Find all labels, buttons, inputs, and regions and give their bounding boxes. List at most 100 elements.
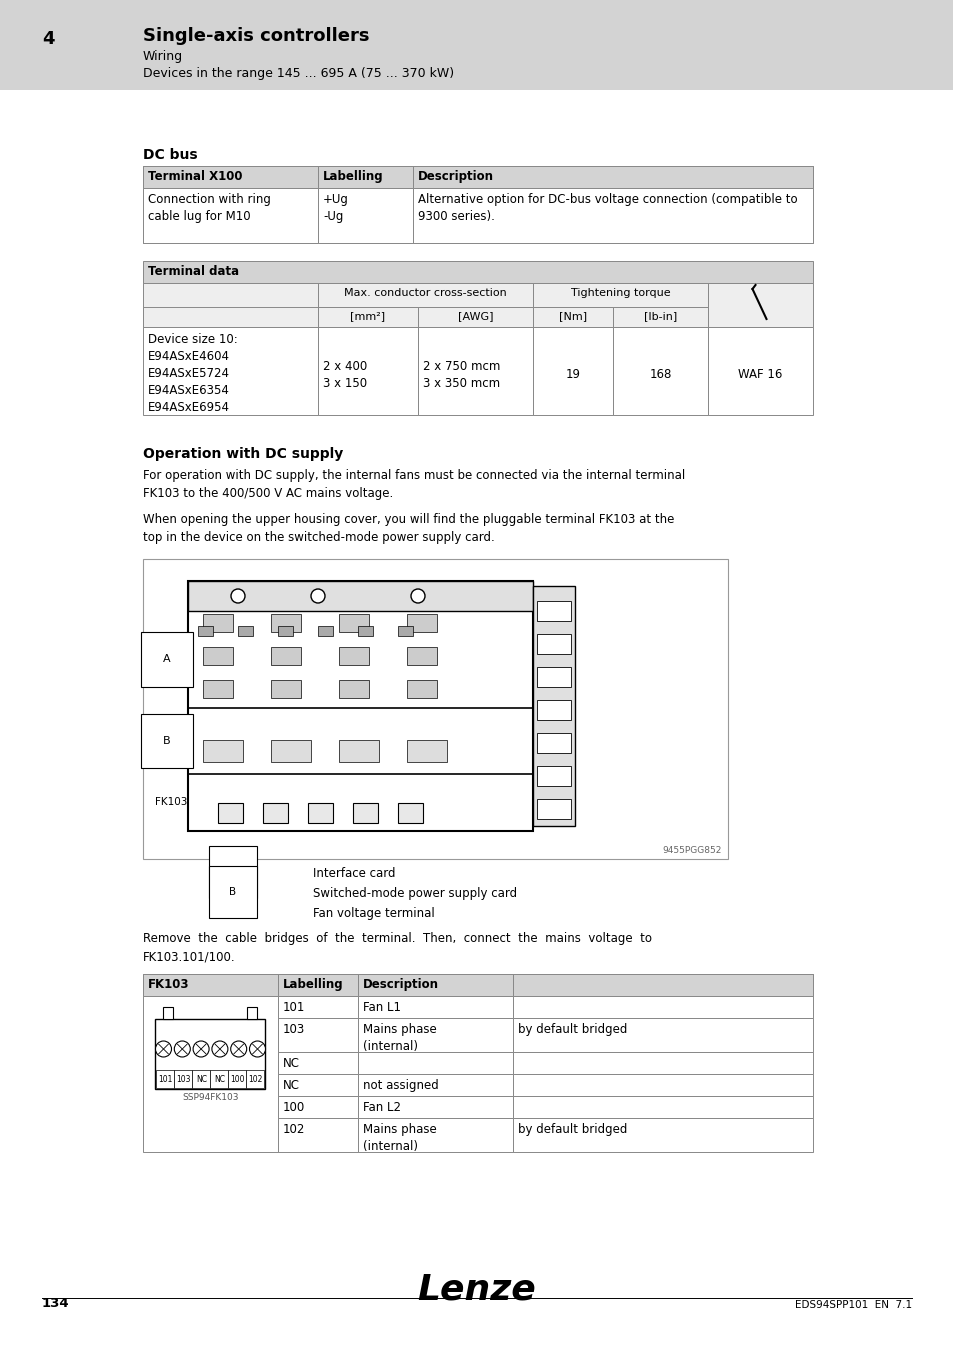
Text: Terminal X100: Terminal X100 xyxy=(148,170,242,184)
Bar xyxy=(613,306,707,327)
Bar xyxy=(357,626,373,636)
Bar xyxy=(277,1096,357,1118)
Text: B: B xyxy=(163,736,171,745)
Text: 103: 103 xyxy=(283,1023,305,1035)
Bar xyxy=(417,306,533,327)
Bar xyxy=(277,996,357,1018)
Text: Description: Description xyxy=(363,977,438,991)
Text: 19: 19 xyxy=(565,369,579,382)
Bar xyxy=(246,1071,264,1088)
Text: Alternative option for DC-bus voltage connection (compatible to
9300 series).: Alternative option for DC-bus voltage co… xyxy=(417,193,797,223)
Bar xyxy=(533,327,613,414)
Text: 102: 102 xyxy=(283,1123,305,1135)
Bar xyxy=(143,261,812,284)
Text: Mains phase
(internal): Mains phase (internal) xyxy=(363,1123,436,1153)
Bar xyxy=(277,1075,357,1096)
Text: Device size 10:
E94ASxE4604
E94ASxE5724
E94ASxE6354
E94ASxE6954: Device size 10: E94ASxE4604 E94ASxE5724 … xyxy=(148,333,237,414)
Bar xyxy=(188,580,533,612)
Bar xyxy=(143,284,317,327)
Bar xyxy=(513,973,812,996)
Text: 2 x 750 mcm
3 x 350 mcm: 2 x 750 mcm 3 x 350 mcm xyxy=(422,360,500,390)
Text: FK103: FK103 xyxy=(148,977,190,991)
Bar xyxy=(357,1052,513,1075)
Bar xyxy=(237,626,253,636)
Circle shape xyxy=(411,589,424,603)
Bar xyxy=(533,586,575,826)
Circle shape xyxy=(174,1041,190,1057)
Circle shape xyxy=(231,589,245,603)
Bar xyxy=(537,733,571,753)
Bar xyxy=(198,626,213,636)
Bar xyxy=(193,1071,211,1088)
Bar xyxy=(156,1071,174,1088)
Bar xyxy=(537,701,571,720)
Text: by default bridged: by default bridged xyxy=(517,1123,627,1135)
Bar xyxy=(407,740,447,761)
Text: NC: NC xyxy=(195,1075,207,1084)
Bar xyxy=(537,765,571,786)
Text: 103: 103 xyxy=(176,1075,191,1084)
Bar xyxy=(537,667,571,687)
Text: FK103: FK103 xyxy=(154,798,187,807)
Bar xyxy=(407,614,436,632)
Bar xyxy=(229,1071,246,1088)
Bar xyxy=(188,580,533,832)
Text: Description: Description xyxy=(417,170,494,184)
Bar xyxy=(407,680,436,698)
Bar xyxy=(277,626,293,636)
Text: Connection with ring
cable lug for M10: Connection with ring cable lug for M10 xyxy=(148,193,271,223)
Text: 9455PGG852: 9455PGG852 xyxy=(662,846,721,855)
Circle shape xyxy=(155,1041,172,1057)
Text: Labelling: Labelling xyxy=(323,170,383,184)
Bar xyxy=(417,327,533,414)
Bar xyxy=(203,647,233,664)
Bar xyxy=(357,973,513,996)
Bar xyxy=(174,1071,193,1088)
Text: NC: NC xyxy=(283,1057,299,1071)
Bar xyxy=(707,284,812,327)
Bar xyxy=(143,166,317,188)
Bar xyxy=(317,306,417,327)
Bar xyxy=(143,996,277,1152)
Text: 4: 4 xyxy=(42,30,54,49)
Text: Single-axis controllers: Single-axis controllers xyxy=(143,27,369,45)
Bar xyxy=(317,327,417,414)
Text: 101: 101 xyxy=(283,1000,305,1014)
Text: Wiring: Wiring xyxy=(143,50,183,63)
Bar xyxy=(317,166,413,188)
Bar xyxy=(357,1018,513,1052)
Bar xyxy=(513,1118,812,1152)
Bar xyxy=(357,996,513,1018)
Circle shape xyxy=(193,1041,209,1057)
Bar xyxy=(413,188,812,243)
Bar xyxy=(211,1071,229,1088)
Bar xyxy=(271,647,301,664)
Text: Fan L2: Fan L2 xyxy=(363,1102,400,1114)
Bar xyxy=(143,306,317,327)
Bar xyxy=(203,740,243,761)
Bar xyxy=(537,601,571,621)
Text: A: A xyxy=(163,655,171,664)
Text: Max. conductor cross-section: Max. conductor cross-section xyxy=(344,288,506,298)
Text: Operation with DC supply: Operation with DC supply xyxy=(143,447,343,460)
Text: 100: 100 xyxy=(283,1102,305,1114)
Text: EDS94SPP101  EN  7.1: EDS94SPP101 EN 7.1 xyxy=(794,1300,911,1310)
Bar xyxy=(143,188,812,243)
Text: not assigned: not assigned xyxy=(363,1079,438,1092)
Bar xyxy=(613,327,707,414)
Text: NC: NC xyxy=(283,1079,299,1092)
Bar xyxy=(407,647,436,664)
Text: 168: 168 xyxy=(649,369,671,382)
Bar xyxy=(155,1019,265,1089)
Text: [AWG]: [AWG] xyxy=(457,310,493,321)
Text: +Ug
-Ug: +Ug -Ug xyxy=(323,193,349,223)
Circle shape xyxy=(311,589,325,603)
Text: Tightening torque: Tightening torque xyxy=(570,288,670,298)
Bar xyxy=(317,626,333,636)
Circle shape xyxy=(212,1041,228,1057)
Text: 101: 101 xyxy=(158,1075,172,1084)
Text: Lenze: Lenze xyxy=(417,1272,536,1305)
Bar xyxy=(513,1096,812,1118)
Bar xyxy=(163,1007,173,1019)
Text: WAF 16: WAF 16 xyxy=(738,369,781,382)
